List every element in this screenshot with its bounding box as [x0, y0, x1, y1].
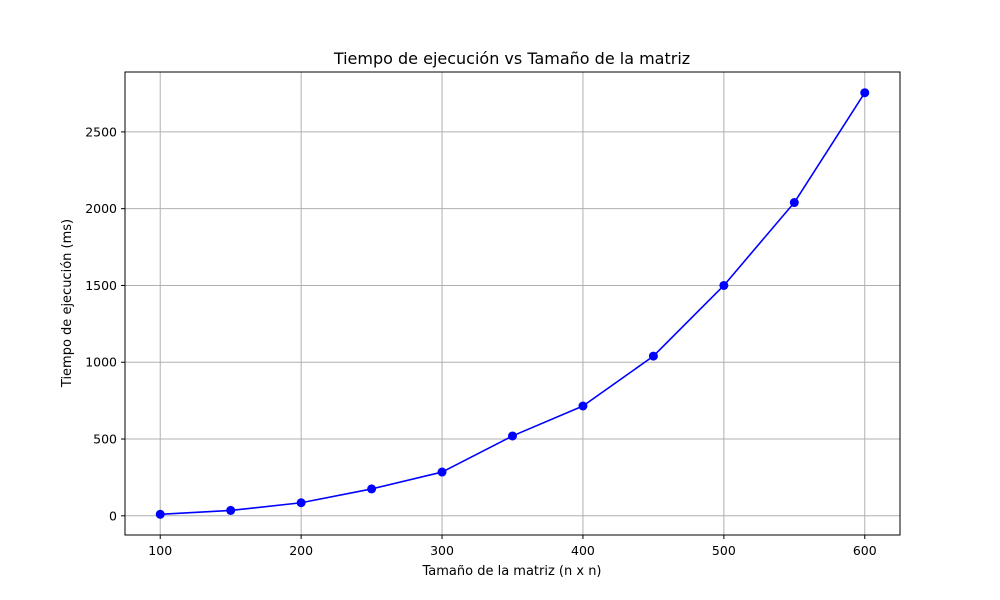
y-tick-label: 0	[109, 508, 117, 523]
data-point	[508, 431, 517, 441]
y-tick-label: 2000	[85, 201, 117, 216]
data-point	[437, 467, 447, 477]
plot-frame	[124, 71, 901, 536]
y-tick-label: 1000	[85, 355, 117, 370]
chart-title: Tiempo de ejecución vs Tamaño de la matr…	[333, 49, 690, 68]
data-point	[719, 280, 729, 290]
data-point	[296, 498, 306, 508]
y-tick-label: 2500	[85, 124, 117, 139]
x-tick-label: 600	[853, 543, 877, 558]
series-line	[160, 92, 866, 516]
grid	[125, 72, 900, 535]
x-tick-label: 200	[289, 543, 313, 558]
series-layer	[155, 88, 870, 519]
y-tick-label: 1500	[85, 278, 117, 293]
x-tick-label: 500	[712, 543, 736, 558]
y-tick-label: 500	[93, 432, 117, 447]
data-point	[367, 484, 377, 494]
data-point	[226, 505, 236, 515]
data-point	[155, 509, 165, 519]
data-point	[789, 198, 799, 208]
x-tick-label: 100	[148, 543, 172, 558]
data-point	[648, 351, 658, 361]
data-point	[578, 401, 588, 411]
x-tick-label: 300	[430, 543, 454, 558]
y-axis-label: Tiempo de ejecución (ms)	[60, 219, 75, 388]
x-tick-label: 400	[571, 543, 595, 558]
ticks-layer: 100 200 300 400 500 600 0 500 1000 1500 2000 2500	[85, 124, 877, 558]
data-point	[860, 88, 870, 98]
x-axis-label: Tamaño de la matriz (n x n)	[421, 564, 601, 579]
